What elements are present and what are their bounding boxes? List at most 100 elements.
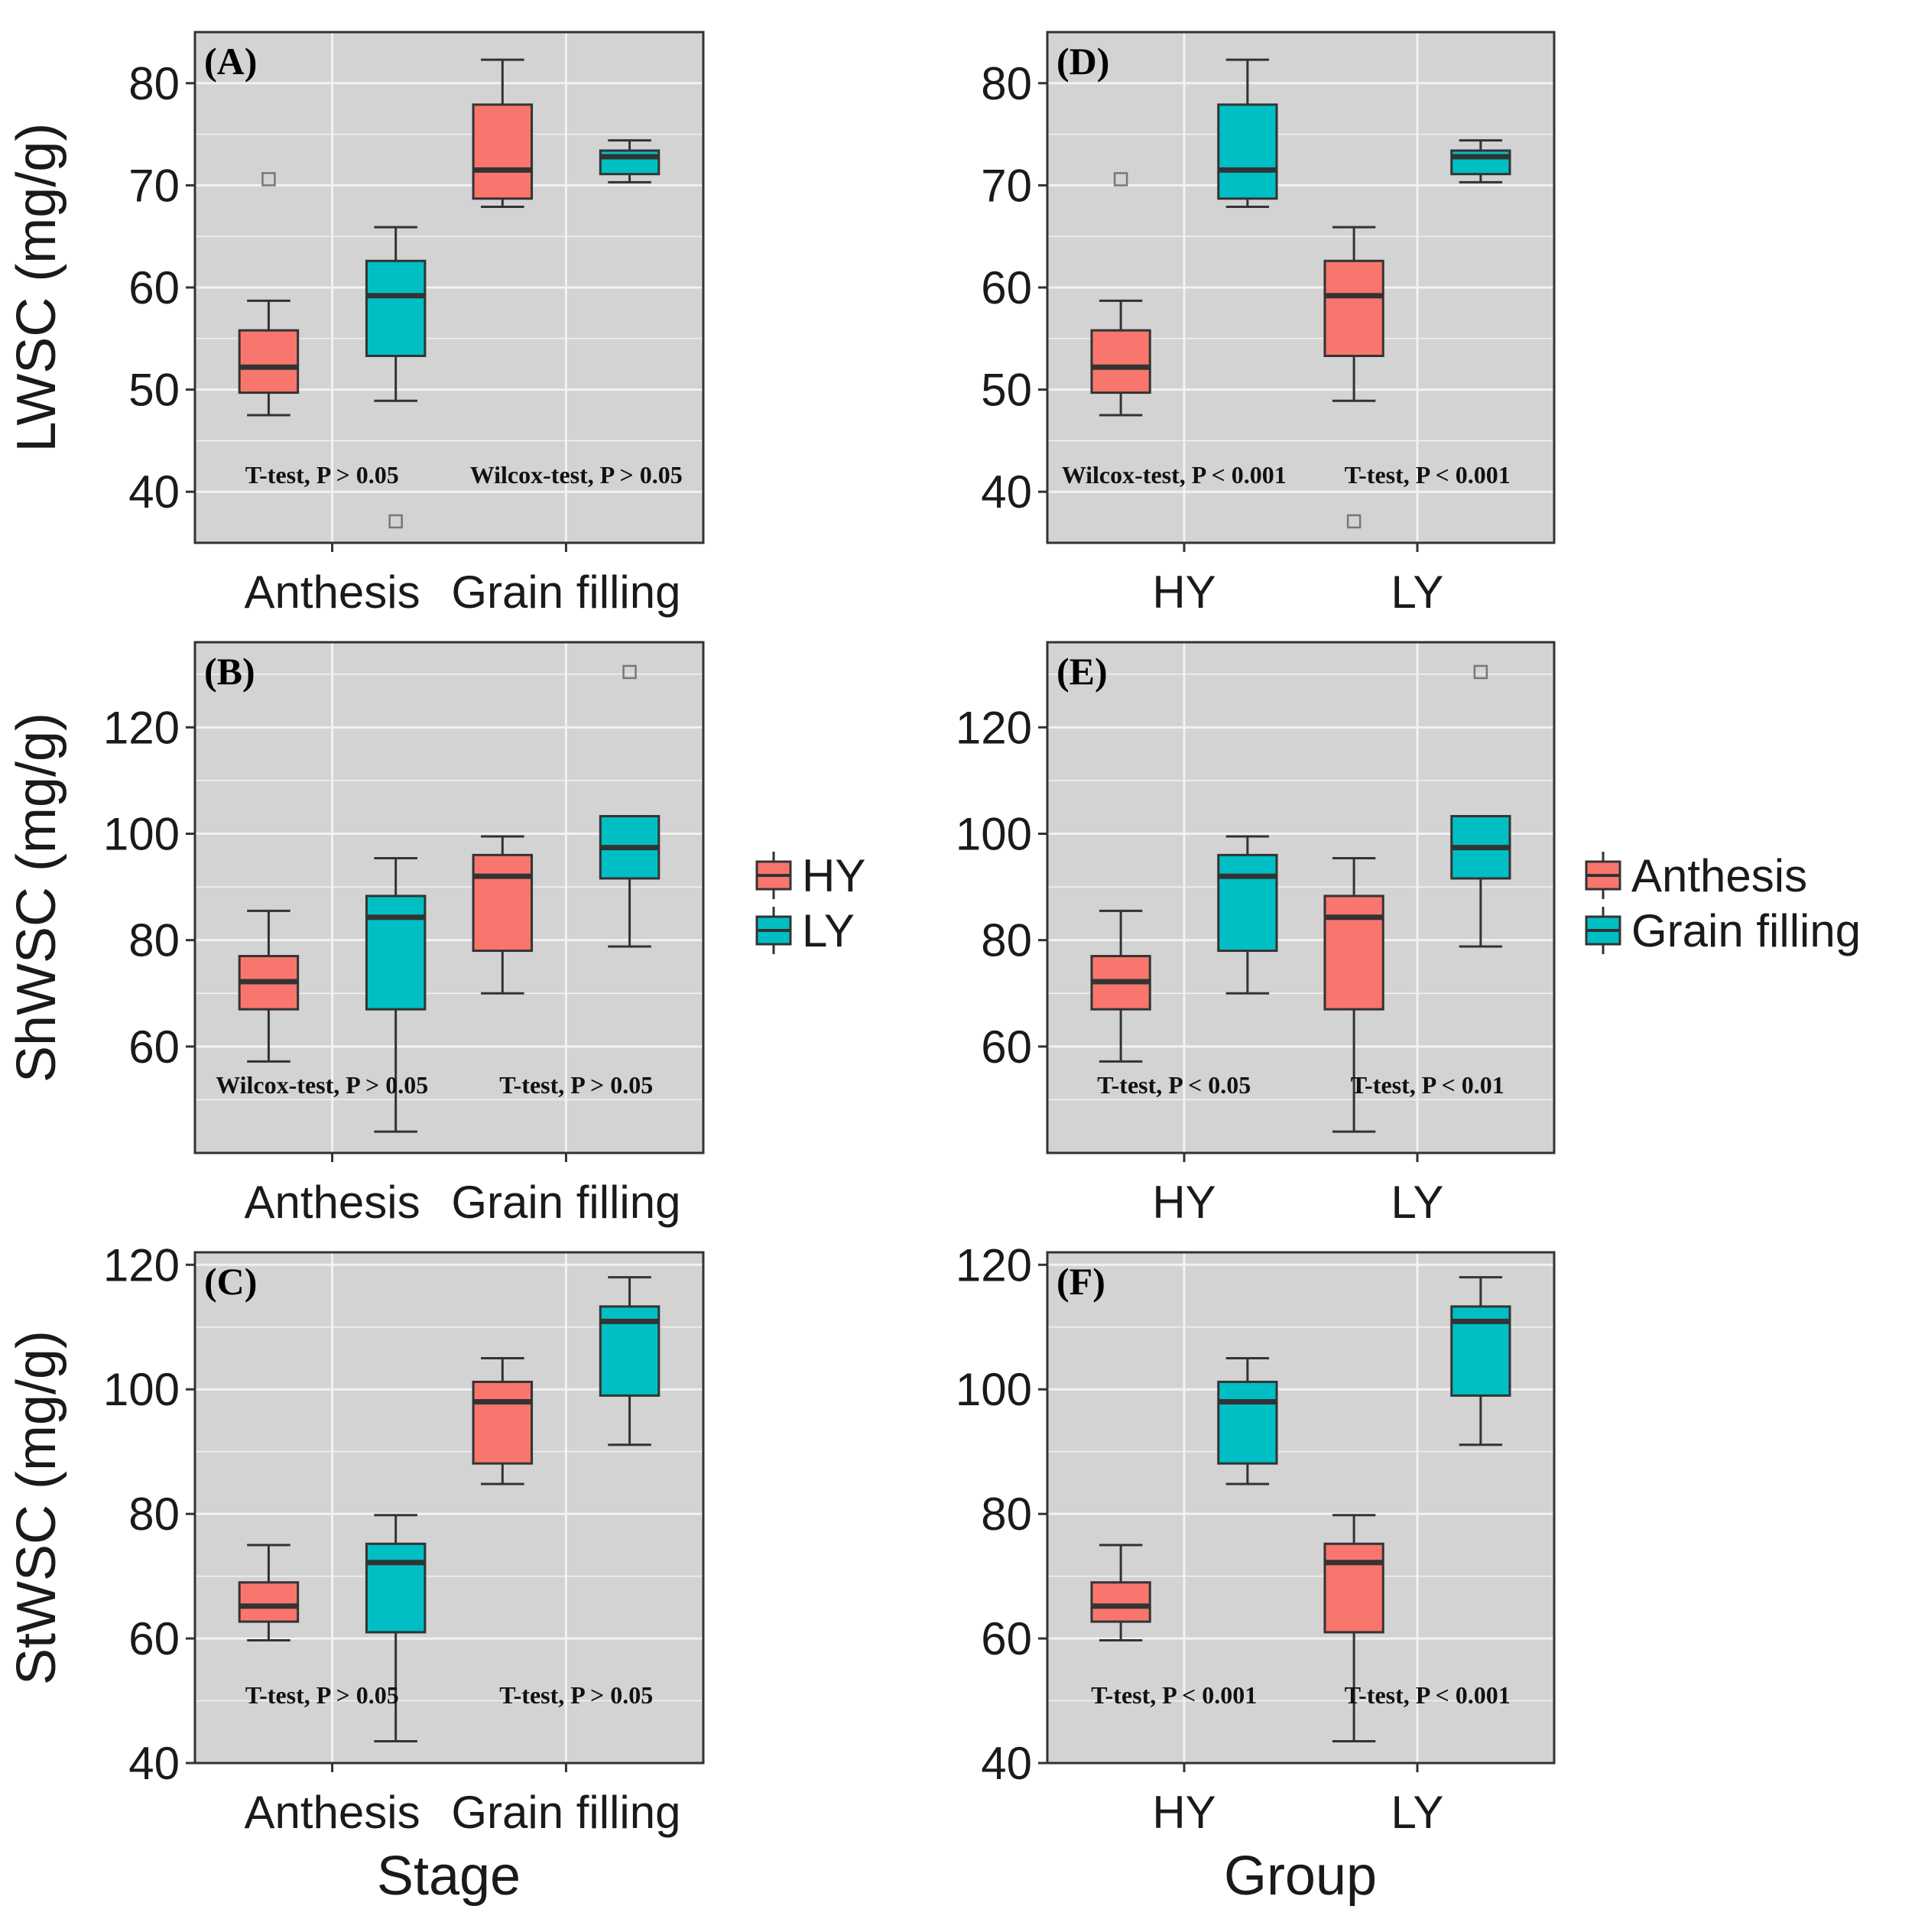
panel-frame — [193, 641, 705, 1154]
panel-frame — [193, 31, 705, 544]
y-tick-label: 80 — [128, 915, 180, 966]
outlier-point — [261, 172, 276, 187]
x-tick-label: Grain filling — [451, 567, 680, 618]
box-grain-filling — [1217, 853, 1278, 953]
stat-annotation: T-test, P < 0.001 — [1345, 1681, 1511, 1709]
y-tick-label: 100 — [956, 1364, 1032, 1415]
box-hy — [472, 103, 534, 200]
y-tick-label: 80 — [128, 58, 180, 109]
panel-c: 40 60 80 100 120 Anthesis Grain filling T-test,… — [6, 1239, 705, 1838]
stat-annotation: T-test, P < 0.001 — [1345, 461, 1511, 489]
legend-label: HY — [802, 850, 865, 901]
y-tick-label: 40 — [128, 466, 180, 518]
x-tick-label: HY — [1152, 1177, 1216, 1228]
y-tick-label: 40 — [128, 1738, 180, 1789]
stat-annotation: T-test, P > 0.05 — [499, 1071, 653, 1099]
stat-annotation: Wilcox-test, P < 0.001 — [1062, 461, 1287, 489]
box-hy — [238, 329, 300, 395]
y-tick-label: 80 — [981, 915, 1032, 966]
box-grain-filling — [1217, 103, 1278, 200]
x-tick-label: Grain filling — [451, 1787, 680, 1838]
box-anthesis — [1090, 329, 1151, 395]
y-axis-title: LWSC (mg/g) — [6, 123, 67, 453]
box-ly — [365, 1542, 427, 1634]
y-tick-label: 40 — [981, 1738, 1032, 1789]
stat-annotation: T-test, P < 0.001 — [1091, 1681, 1257, 1709]
y-tick-label: 100 — [103, 809, 180, 860]
panel-label: (C) — [204, 1260, 257, 1303]
y-tick-label: 120 — [103, 702, 180, 753]
box-ly — [365, 895, 427, 1011]
box-ly — [365, 259, 427, 358]
outlier-point — [1346, 514, 1362, 529]
stat-annotation: T-test, P < 0.05 — [1097, 1071, 1251, 1099]
box-hy — [472, 1380, 534, 1465]
stat-annotation: Wilcox-test, P > 0.05 — [470, 461, 683, 489]
x-tick-label: LY — [1391, 1787, 1444, 1838]
outlier-point — [388, 514, 403, 529]
x-tick-label: Anthesis — [244, 567, 420, 618]
panel-a: 40 50 60 70 80 Anthesis Grain filling T-test, P… — [6, 31, 705, 618]
y-tick-label: 70 — [128, 160, 180, 211]
outlier-point — [1113, 172, 1128, 187]
panel-frame — [1046, 31, 1556, 544]
panel-label: (F) — [1056, 1260, 1105, 1303]
y-tick-label: 80 — [128, 1489, 180, 1540]
x-tick-label: Grain filling — [451, 1177, 680, 1228]
stat-annotation: T-test, P > 0.05 — [245, 1681, 399, 1709]
y-tick-label: 50 — [128, 365, 180, 416]
box-hy — [238, 1581, 300, 1623]
y-tick-label: 60 — [981, 1613, 1032, 1664]
outlier-point — [1473, 664, 1488, 680]
stat-annotation: T-test, P > 0.05 — [245, 461, 399, 489]
x-tick-label: HY — [1152, 1787, 1216, 1838]
y-tick-label: 40 — [981, 466, 1032, 518]
x-tick-label: LY — [1391, 567, 1444, 618]
y-tick-label: 60 — [128, 1613, 180, 1664]
box-hy — [472, 853, 534, 953]
legend-label: Grain filling — [1631, 905, 1861, 956]
legend-label: Anthesis — [1631, 850, 1807, 901]
y-tick-label: 60 — [128, 1021, 180, 1073]
y-tick-label: 120 — [103, 1239, 180, 1291]
x-axis-title-group: Group — [1224, 1846, 1377, 1907]
y-tick-label: 80 — [981, 1489, 1032, 1540]
y-tick-label: 60 — [981, 1021, 1032, 1073]
panel-frame — [1046, 641, 1556, 1154]
y-tick-label: 60 — [981, 262, 1032, 313]
y-tick-label: 120 — [956, 702, 1032, 753]
y-tick-label: 100 — [103, 1364, 180, 1415]
y-tick-label: 80 — [981, 58, 1032, 109]
outlier-point — [622, 664, 637, 680]
y-axis-title: ShWSC (mg/g) — [6, 713, 67, 1083]
box-grain-filling — [1217, 1380, 1278, 1465]
panel-f: 40 60 80 100 120 HY LY T-test, P < 0.001 T-test,… — [956, 1239, 1556, 1838]
panel-b: 60 80 100 120 Anthesis Grain filling Wilcox-te… — [6, 641, 705, 1228]
panel-label: (A) — [204, 40, 257, 83]
x-tick-label: Anthesis — [244, 1787, 420, 1838]
legend-label: LY — [802, 905, 855, 956]
box-anthesis — [1090, 1581, 1151, 1623]
panel-e: 60 80 100 120 HY LY T-test, P < 0.05 T-test, P … — [956, 641, 1556, 1228]
y-tick-label: 100 — [956, 809, 1032, 860]
x-tick-label: Anthesis — [244, 1177, 420, 1228]
panel-frame — [193, 1251, 705, 1765]
x-axis-title-stage: Stage — [377, 1846, 521, 1907]
y-axis-title: StWSC (mg/g) — [6, 1330, 67, 1685]
y-tick-label: 120 — [956, 1239, 1032, 1291]
box-anthesis — [1323, 259, 1384, 358]
x-tick-label: HY — [1152, 567, 1216, 618]
panel-frame — [1046, 1251, 1556, 1765]
stat-annotation: T-test, P < 0.01 — [1351, 1071, 1504, 1099]
box-anthesis — [1323, 1542, 1384, 1634]
x-tick-label: LY — [1391, 1177, 1444, 1228]
box-anthesis — [1323, 895, 1384, 1011]
y-tick-label: 50 — [981, 365, 1032, 416]
panel-label: (B) — [204, 650, 255, 693]
stat-annotation: T-test, P > 0.05 — [499, 1681, 653, 1709]
y-tick-label: 60 — [128, 262, 180, 313]
panel-label: (E) — [1056, 650, 1108, 693]
